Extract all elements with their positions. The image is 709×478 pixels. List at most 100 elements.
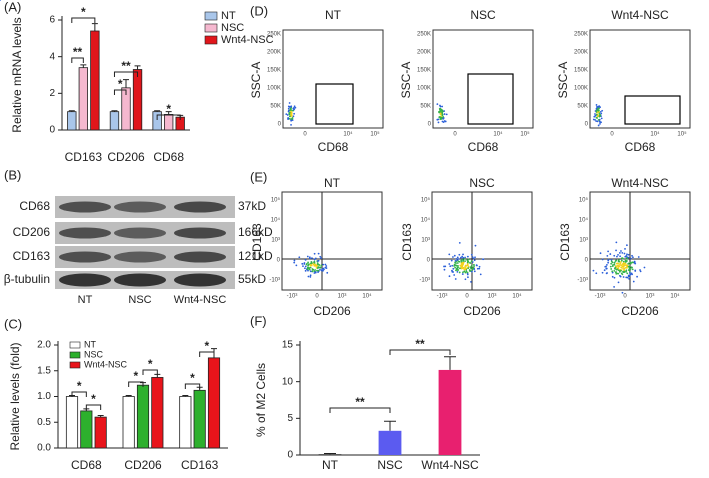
- flow-event: [326, 271, 329, 274]
- flow-event: [311, 257, 313, 259]
- flow-event: [443, 120, 446, 122]
- y-tick-label: 150K: [417, 68, 431, 74]
- flow-event: [322, 263, 325, 266]
- y-tick-label: 10⁴: [271, 217, 281, 224]
- flow-event: [316, 267, 319, 270]
- flow-event: [632, 256, 634, 259]
- flow-event: [473, 259, 476, 262]
- bar: [152, 111, 162, 131]
- flow-event: [467, 267, 470, 270]
- flow-event: [627, 256, 630, 259]
- flow-event: [466, 255, 469, 258]
- flow-event: [618, 263, 621, 266]
- flow-event: [611, 270, 614, 273]
- flow-event: [308, 268, 311, 271]
- y-axis-title: CD163: [250, 223, 264, 261]
- flow-event: [630, 266, 633, 269]
- flow-event: [474, 256, 476, 259]
- flow-event: [310, 262, 313, 265]
- panel-label: (E): [250, 169, 267, 184]
- flow-event: [441, 120, 444, 123]
- blot-band: [59, 227, 111, 239]
- flow-event: [630, 257, 632, 260]
- flow-event: [454, 266, 457, 269]
- flow-event: [595, 109, 598, 112]
- flow-event: [450, 259, 453, 262]
- x-tick-label: CD163: [181, 458, 219, 472]
- flow-event: [453, 265, 455, 267]
- flow-event: [599, 252, 602, 255]
- flow-event: [481, 258, 484, 261]
- flow-event: [314, 263, 317, 266]
- significance-bracket: [199, 351, 215, 357]
- flow-event: [606, 254, 609, 257]
- flow-event: [468, 270, 471, 272]
- flow-event: [302, 265, 304, 268]
- flow-event: [440, 117, 443, 120]
- flow-event: [309, 276, 312, 278]
- x-tick-label: 10⁴: [493, 131, 503, 138]
- blot-band: [59, 201, 111, 213]
- flow-event: [617, 264, 620, 267]
- blot-size-label: 37kD: [238, 199, 266, 213]
- flow-event: [620, 250, 622, 252]
- bar: [151, 377, 164, 449]
- flow-event: [621, 251, 624, 254]
- x-tick-label: 10⁵: [370, 131, 380, 138]
- flow-event: [287, 110, 290, 113]
- flow-event: [458, 271, 461, 274]
- significance-bracket: [184, 383, 201, 389]
- flow-plot: [589, 191, 691, 291]
- flow-event: [622, 267, 624, 270]
- bar: [163, 114, 174, 131]
- flow-title: NT: [325, 8, 342, 22]
- flow-event: [470, 253, 473, 256]
- flow-event: [619, 269, 621, 272]
- blot-band: [59, 273, 111, 287]
- flow-event: [632, 280, 635, 283]
- flow-event: [628, 274, 631, 277]
- flow-event: [293, 259, 296, 262]
- flow-event: [291, 109, 294, 112]
- significance-label: *: [204, 339, 209, 353]
- flow-event: [628, 278, 631, 280]
- flow-event: [470, 280, 472, 283]
- flow-title: Wnt4-NSC: [611, 8, 669, 22]
- flow-event: [631, 254, 633, 257]
- flow-event: [629, 271, 631, 274]
- flow-event: [464, 268, 467, 271]
- flow-event: [607, 259, 610, 262]
- flow-event: [611, 275, 614, 278]
- flow-event: [629, 262, 632, 265]
- blot-lane-label: NT: [78, 294, 93, 306]
- flow-event: [307, 261, 309, 264]
- flow-event: [605, 265, 607, 268]
- bar: [318, 454, 342, 456]
- flow-event: [622, 260, 625, 263]
- y-tick-label: 10³: [579, 238, 588, 244]
- panel-label: (B): [4, 167, 21, 182]
- flow-event: [313, 272, 316, 274]
- y-tick-label: 50K: [270, 104, 281, 110]
- significance-label: *: [133, 369, 138, 383]
- flow-event: [320, 264, 323, 267]
- blot-row-label: β-tubulin: [4, 272, 50, 286]
- flow-event: [617, 253, 619, 256]
- flow-event: [441, 114, 444, 117]
- flow-event: [295, 264, 298, 267]
- blot-band: [174, 201, 226, 213]
- flow-event: [466, 261, 469, 263]
- error-bar: [80, 64, 87, 68]
- significance-label: *: [81, 5, 86, 19]
- flow-event: [453, 254, 456, 257]
- flow-event: [625, 276, 628, 279]
- blot-row-label: CD163: [13, 249, 51, 263]
- flow-event: [621, 264, 623, 266]
- flow-event: [599, 122, 601, 125]
- flow-event: [607, 261, 610, 264]
- flow-event: [457, 264, 459, 267]
- y-tick-label: 150K: [574, 68, 588, 74]
- bar: [132, 69, 143, 131]
- flow-event: [625, 270, 628, 273]
- flow-plot: [282, 29, 384, 129]
